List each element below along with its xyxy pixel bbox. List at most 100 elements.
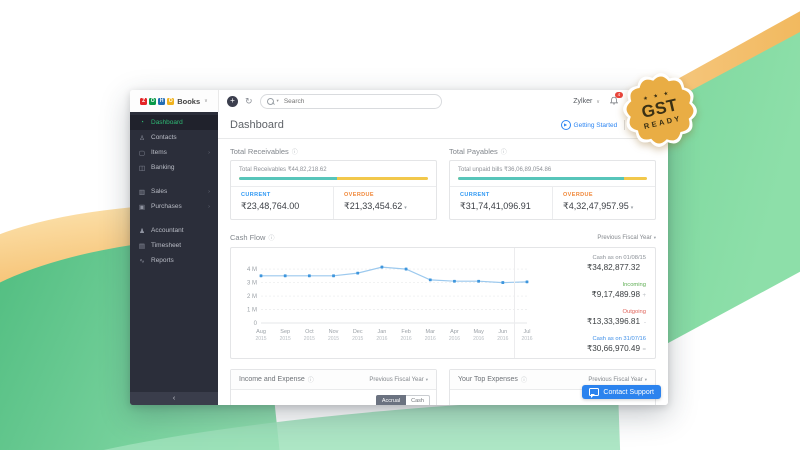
payables-card: Total unpaid bills ₹36,06,89,054.86 CURR… [449, 160, 656, 220]
logo-letter-z: Z [140, 97, 148, 105]
svg-text:Aug: Aug [256, 329, 266, 335]
sidebar-group-gap [130, 214, 218, 223]
sidebar-item-label: Banking [151, 164, 175, 171]
total-receivables-section: Total Receivables ⓘ Total Receivables ₹4… [230, 147, 437, 220]
overdue-label: OVERDUE [344, 192, 374, 198]
sidebar-item-timesheet[interactable]: ▤ Timesheet [130, 238, 218, 253]
overdue-amount[interactable]: ₹21,33,454.62 ▾ [344, 201, 407, 211]
sidebar-nav: ◔ Dashboard ♙ Contacts ▢ Items › ◫ Banki… [130, 112, 218, 392]
search-input[interactable] [281, 96, 435, 106]
svg-text:2016: 2016 [473, 336, 484, 342]
svg-text:2016: 2016 [425, 336, 436, 342]
search-scope-caret-icon[interactable]: ▾ [276, 98, 279, 103]
svg-text:2015: 2015 [304, 336, 315, 342]
accrual-cash-toggle: Accrual Cash [375, 395, 430, 405]
current-amount: ₹31,74,41,096.91 [460, 201, 531, 211]
purchases-icon: ▣ [138, 203, 146, 211]
summary-row: Total Receivables ⓘ Total Receivables ₹4… [230, 147, 656, 220]
overdue-amount[interactable]: ₹4,32,47,957.95 ▾ [563, 201, 634, 211]
logo-letter-o2: O [167, 97, 175, 105]
svg-text:Jan: Jan [377, 329, 386, 335]
svg-text:May: May [473, 329, 484, 335]
sidebar-item-banking[interactable]: ◫ Banking [130, 160, 218, 175]
sidebar-collapse-button[interactable]: ‹ [130, 392, 218, 405]
accrual-toggle-button[interactable]: Accrual [375, 395, 407, 405]
page-header: Dashboard ▶ Getting Started Refe [218, 112, 668, 139]
chevron-right-icon: › [208, 149, 210, 156]
sidebar-group-gap [130, 175, 218, 184]
info-icon[interactable]: ⓘ [268, 236, 275, 242]
sidebar-item-label: Timesheet [151, 242, 182, 249]
svg-text:Jul: Jul [523, 329, 530, 335]
notifications-button[interactable]: 4 [609, 92, 623, 106]
svg-text:Feb: Feb [401, 329, 410, 335]
top-expenses-period-dropdown[interactable]: Previous Fiscal Year ▾ [588, 376, 647, 383]
svg-text:Jun: Jun [498, 329, 507, 335]
getting-started-link[interactable]: ▶ Getting Started [560, 120, 617, 130]
notification-count-badge: 4 [614, 92, 623, 98]
svg-text:Nov: Nov [329, 329, 339, 335]
topbar-left-actions: + ↻ ▾ [219, 93, 442, 109]
current-amount: ₹23,48,764.00 [241, 201, 300, 211]
sidebar-item-reports[interactable]: ∿ Reports [130, 253, 218, 268]
sidebar-item-accountant[interactable]: ♟ Accountant [130, 223, 218, 238]
receivables-card: Total Receivables ₹44,82,218.62 CURRENT … [230, 160, 437, 220]
payables-summary-text: Total unpaid bills ₹36,06,89,054.86 [458, 167, 552, 173]
info-icon[interactable]: ⓘ [291, 150, 298, 156]
collapse-chevron-icon: ‹ [172, 395, 176, 402]
payables-progress-fill [458, 177, 625, 180]
zoho-books-logo[interactable]: Z O H O Books ∨ [130, 90, 219, 112]
sidebar-item-items[interactable]: ▢ Items › [130, 145, 218, 160]
sidebar-item-label: Purchases [151, 203, 182, 210]
svg-text:0: 0 [254, 321, 258, 327]
svg-text:Dec: Dec [353, 329, 363, 335]
quick-create-button[interactable]: + [227, 95, 238, 107]
receivables-current-cell: CURRENT ₹23,48,764.00 [231, 187, 333, 219]
sidebar-item-sales[interactable]: ▥ Sales › [130, 184, 218, 199]
app-window: Z O H O Books ∨ + ↻ ▾ Zylker ∨ [130, 90, 668, 405]
bottom-cards-row: Income and Expense ⓘ Previous Fiscal Yea… [230, 369, 656, 405]
dashboard-scroll-area[interactable]: Total Receivables ⓘ Total Receivables ₹4… [218, 139, 668, 405]
caret-down-icon: ▾ [425, 376, 428, 382]
sidebar-item-label: Reports [151, 257, 174, 264]
caret-down-icon: ▾ [630, 205, 634, 211]
income-expense-period-dropdown[interactable]: Previous Fiscal Year ▾ [369, 376, 428, 383]
svg-text:Oct: Oct [305, 329, 314, 335]
info-icon[interactable]: ⓘ [520, 378, 527, 384]
org-selector[interactable]: Zylker ∨ [573, 97, 600, 105]
receivables-title: Total Receivables ⓘ [230, 147, 298, 156]
dashboard-icon: ◔ [140, 119, 144, 126]
total-payables-section: Total Payables ⓘ Total unpaid bills ₹36,… [449, 147, 656, 220]
contact-support-button[interactable]: Contact Support [582, 385, 661, 399]
outgoing-row: Outgoing ₹13,33,396.81- [586, 309, 646, 326]
sidebar-item-purchases[interactable]: ▣ Purchases › [130, 199, 218, 214]
svg-text:Sep: Sep [280, 329, 290, 335]
sidebar-item-label: Sales [151, 188, 168, 195]
global-search[interactable]: ▾ [259, 93, 442, 109]
svg-text:2016: 2016 [401, 336, 412, 342]
info-icon[interactable]: ⓘ [500, 150, 507, 156]
sidebar-item-dashboard[interactable]: ◔ Dashboard [130, 115, 218, 130]
svg-text:2 M: 2 M [247, 294, 257, 300]
gst-ready-badge: ★ ★ ★ GST READY [618, 68, 702, 152]
search-icon [266, 97, 274, 105]
svg-text:Apr: Apr [450, 329, 459, 335]
cash-toggle-button[interactable]: Cash [406, 395, 430, 405]
sidebar-item-label: Dashboard [151, 119, 183, 126]
svg-text:2016: 2016 [497, 336, 508, 342]
sidebar-item-contacts[interactable]: ♙ Contacts [130, 130, 218, 145]
sales-icon: ▥ [138, 188, 146, 196]
reports-icon: ∿ [139, 257, 145, 265]
info-icon[interactable]: ⓘ [307, 378, 314, 384]
org-chevron-icon: ∨ [596, 98, 600, 105]
receivables-progress-fill [239, 177, 338, 180]
cashflow-period-dropdown[interactable]: Previous Fiscal Year ▾ [597, 234, 656, 241]
top-expenses-title: Your Top Expenses ⓘ [458, 376, 527, 384]
receivables-progress-bar [239, 177, 428, 180]
cashflow-stats-panel: Cash as on 01/08/15 ₹34,82,877.32 Incomi… [514, 248, 655, 358]
main-content: Dashboard ▶ Getting Started Refe [218, 112, 668, 405]
svg-text:3 M: 3 M [247, 281, 257, 287]
recent-history-icon[interactable]: ↻ [245, 95, 253, 106]
bell-icon [609, 96, 619, 105]
